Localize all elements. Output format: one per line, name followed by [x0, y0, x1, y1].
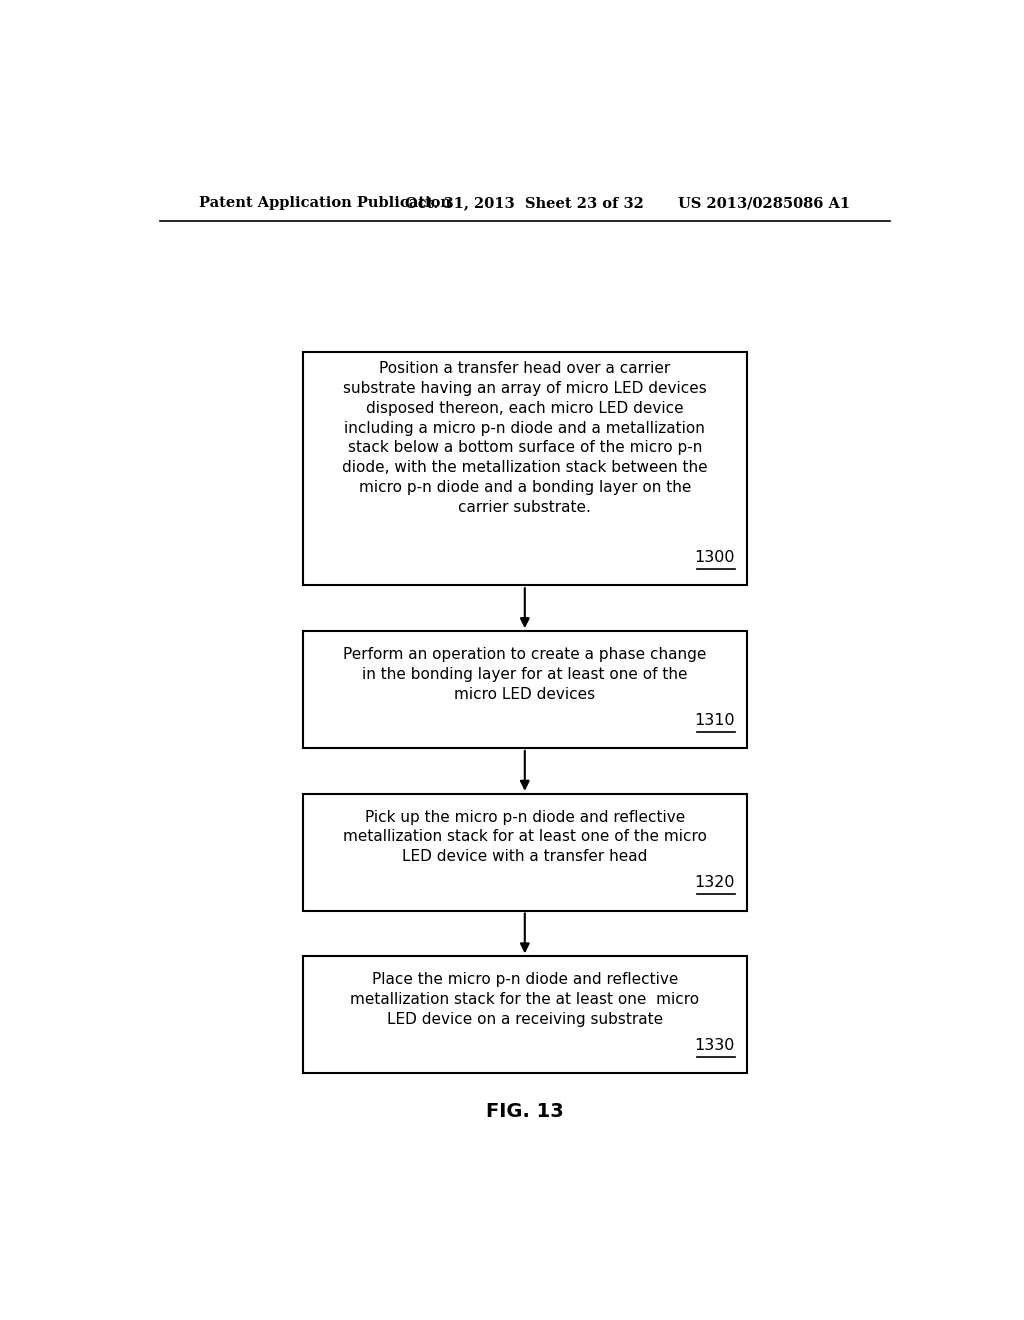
Text: 1330: 1330: [694, 1038, 735, 1053]
Text: Perform an operation to create a phase change
in the bonding layer for at least : Perform an operation to create a phase c…: [343, 647, 707, 701]
Text: US 2013/0285086 A1: US 2013/0285086 A1: [678, 197, 850, 210]
Bar: [303, 793, 748, 911]
Bar: [303, 956, 748, 1073]
Text: Patent Application Publication: Patent Application Publication: [200, 197, 452, 210]
Bar: [303, 631, 748, 748]
Text: 1320: 1320: [694, 875, 735, 890]
Text: Place the micro p-n diode and reflective
metallization stack for the at least on: Place the micro p-n diode and reflective…: [350, 973, 699, 1027]
Text: Position a transfer head over a carrier
substrate having an array of micro LED d: Position a transfer head over a carrier …: [342, 362, 708, 515]
Text: FIG. 13: FIG. 13: [486, 1102, 563, 1121]
Bar: [303, 351, 748, 585]
Text: Oct. 31, 2013  Sheet 23 of 32: Oct. 31, 2013 Sheet 23 of 32: [406, 197, 644, 210]
Text: 1300: 1300: [694, 550, 735, 565]
Text: Pick up the micro p-n diode and reflective
metallization stack for at least one : Pick up the micro p-n diode and reflecti…: [343, 809, 707, 865]
Text: 1310: 1310: [694, 713, 735, 727]
